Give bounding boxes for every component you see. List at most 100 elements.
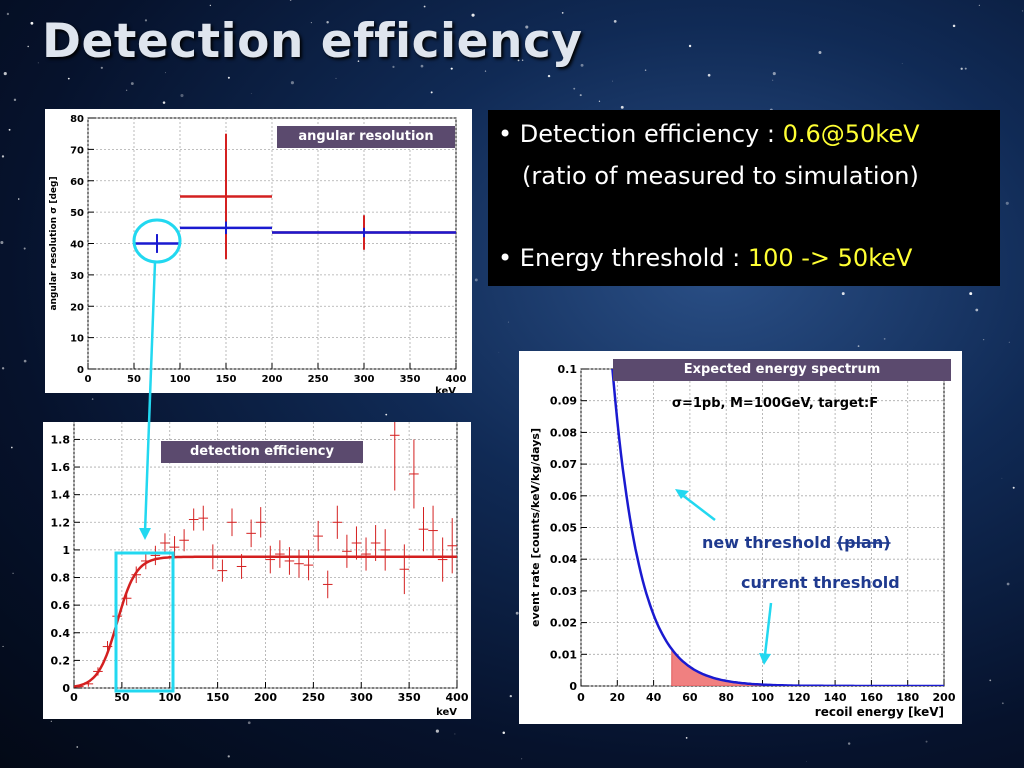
- star: [435, 729, 439, 733]
- star: [144, 19, 148, 22]
- star: [1001, 702, 1004, 705]
- star: [474, 278, 478, 282]
- c1-tick-label-y: 70: [70, 145, 84, 156]
- star: [960, 67, 963, 70]
- star: [471, 13, 475, 17]
- c1-tick-label-x: 150: [216, 374, 237, 385]
- c3-subtitle: σ=1pb, M=100GeV, target:F: [672, 396, 878, 411]
- star: [180, 93, 184, 98]
- star: [454, 733, 456, 735]
- c3-tick-label-y: 0.1: [558, 363, 578, 376]
- c2-tick-label-x: 250: [302, 691, 325, 704]
- bullet-efficiency-label: • Detection efficiency :: [498, 120, 783, 148]
- c1-tick-label-y: 20: [70, 302, 84, 313]
- c1-tick-label-x: 50: [127, 374, 141, 385]
- c3-spectrum-curve: [611, 369, 944, 686]
- c3-new-threshold-arrow: [680, 493, 716, 521]
- c2-tick-label-y: 0.2: [51, 654, 71, 667]
- c2-tick-label-x: 150: [206, 691, 229, 704]
- angular-resolution-chart-panel: 0 50 100 150 200 250 300 350 400 0 10 20 30 40 50 60 70 8…: [45, 109, 472, 397]
- detection-efficiency-tag: detection efficiency: [161, 441, 363, 463]
- star: [385, 413, 388, 416]
- c3-tick-label-x: 180: [896, 691, 919, 704]
- c3-tick-label-x: 120: [787, 691, 810, 704]
- c3-tick-label-x: 20: [610, 691, 626, 704]
- star: [209, 4, 212, 7]
- bullet-efficiency-value: 0.6@50keV: [782, 120, 920, 148]
- highlight-ellipse: [132, 218, 182, 264]
- c3-tick-label-y: 0.09: [550, 395, 577, 408]
- c1-tick-label-y: 30: [70, 271, 84, 282]
- star: [2, 645, 4, 647]
- star: [423, 5, 426, 8]
- bullet-efficiency-note: (ratio of measured to simulation): [522, 162, 919, 190]
- star: [67, 77, 70, 80]
- c1-tick-label-x: 250: [308, 374, 329, 385]
- c1-tick-label-y: 80: [70, 114, 84, 125]
- star: [227, 76, 230, 79]
- star: [227, 755, 230, 758]
- c1-tick-label-x: 200: [262, 374, 283, 385]
- star: [17, 198, 20, 200]
- star: [901, 63, 903, 65]
- star: [772, 72, 776, 76]
- star: [6, 12, 10, 16]
- star: [805, 760, 807, 762]
- c3-current-threshold-arrowhead: [759, 653, 771, 665]
- c3-tick-label-y: 0.07: [550, 458, 577, 471]
- star: [164, 72, 166, 74]
- star: [978, 4, 981, 7]
- c2-tick-label-x: 350: [398, 691, 421, 704]
- star: [357, 60, 360, 62]
- angular-resolution-chart: 0 50 100 150 200 250 300 350 400 0 10 20 30 40 50 60 70 8…: [49, 114, 466, 397]
- c2-x-axis-label: keV: [436, 707, 457, 718]
- star: [772, 79, 774, 81]
- c1-tick-label-x: 300: [354, 374, 375, 385]
- star: [310, 22, 312, 24]
- c2-tick-label-y: 0.8: [51, 572, 71, 585]
- star: [515, 611, 519, 615]
- star: [13, 98, 17, 102]
- star: [450, 67, 453, 70]
- star: [1001, 477, 1003, 479]
- angular-resolution-tag: angular resolution: [277, 126, 455, 148]
- energy-spectrum-chart: 0 20 40 60 80 100 120 140 160 180 200 0 0.01 0.02 0.03…: [529, 363, 956, 719]
- c1-y-axis-label: angular resolution σ [deg]: [49, 176, 59, 310]
- star: [430, 91, 433, 94]
- c1-tick-label-y: 40: [70, 240, 84, 251]
- star: [952, 24, 956, 28]
- star: [498, 351, 500, 353]
- c1-tick-label-x: 350: [400, 374, 421, 385]
- c3-tick-label-y: 0.04: [550, 553, 577, 566]
- c3-y-axis-label: event rate [counts/keV/kg/days]: [529, 428, 542, 627]
- connector-arrow-line: [143, 261, 157, 533]
- energy-spectrum-tag: Expected energy spectrum: [613, 359, 951, 381]
- detection-efficiency-chart-panel: 0 50 100 150 200 250 300 350 400 0 0.2 0.4 0.6 0.8 1 1.…: [43, 397, 471, 719]
- c2-tick-label-y: 1.8: [51, 433, 71, 446]
- c2-tick-label-y: 1: [62, 544, 70, 557]
- star: [290, 81, 294, 85]
- star: [76, 746, 79, 748]
- c3-current-threshold-label: current threshold: [741, 573, 900, 592]
- bullet-threshold-value: 100 -> 50keV: [747, 244, 913, 272]
- star: [502, 731, 506, 734]
- c3-tick-label-y: 0.08: [550, 426, 577, 439]
- star: [707, 73, 711, 77]
- c3-tick-label-x: 200: [933, 691, 956, 704]
- c3-tick-label-y: 0.02: [550, 617, 577, 630]
- star: [580, 63, 584, 67]
- star: [975, 308, 979, 312]
- star: [250, 93, 252, 95]
- c2-data-group: [74, 422, 457, 688]
- c3-tick-label-x: 60: [682, 691, 698, 704]
- c3-tick-label-y: 0: [569, 680, 577, 693]
- bullet-threshold: • Energy threshold : 100 -> 50keV: [498, 244, 912, 272]
- energy-spectrum-chart-panel: 0 20 40 60 80 100 120 140 160 180 200 0 0.01 0.02 0.03…: [519, 351, 962, 724]
- star: [818, 51, 822, 55]
- star: [964, 67, 967, 70]
- c1-tick-label-x: 100: [170, 374, 191, 385]
- star: [37, 62, 39, 64]
- star: [579, 94, 582, 97]
- star: [521, 758, 523, 760]
